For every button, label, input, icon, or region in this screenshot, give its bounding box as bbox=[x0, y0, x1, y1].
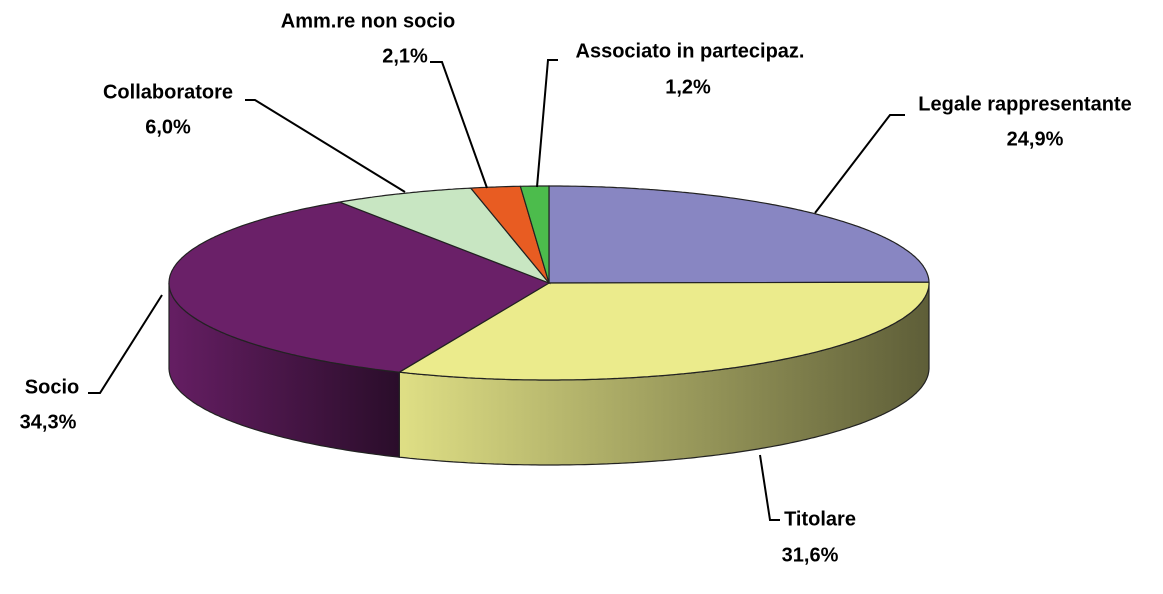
leader-line bbox=[245, 99, 406, 193]
leader-line bbox=[759, 454, 780, 521]
leader-line bbox=[814, 114, 905, 214]
leader-line bbox=[430, 61, 488, 189]
slice-label: Amm.re non socio bbox=[281, 10, 455, 32]
slice-label: Socio bbox=[25, 376, 79, 398]
slice-value-label: 1,2% bbox=[665, 76, 711, 98]
slice-value-label: 24,9% bbox=[1007, 128, 1064, 150]
slice bbox=[469, 185, 550, 284]
slice bbox=[337, 187, 551, 285]
slice-label: Titolare bbox=[784, 508, 856, 530]
slice-label: Collaboratore bbox=[103, 81, 233, 103]
slice bbox=[397, 281, 930, 381]
slice-value-label: 34,3% bbox=[20, 411, 77, 433]
slice-label: Associato in partecipaz. bbox=[576, 40, 805, 62]
slice bbox=[168, 201, 551, 373]
slice-value-label: 2,1% bbox=[382, 45, 428, 67]
slice-value-label: 31,6% bbox=[782, 544, 839, 566]
slice bbox=[548, 185, 930, 284]
slice-label: Legale rappresentante bbox=[918, 93, 1131, 115]
slice bbox=[519, 185, 550, 284]
leader-line bbox=[536, 59, 558, 188]
slice-value-label: 6,0% bbox=[145, 116, 191, 138]
leader-line bbox=[88, 294, 163, 394]
